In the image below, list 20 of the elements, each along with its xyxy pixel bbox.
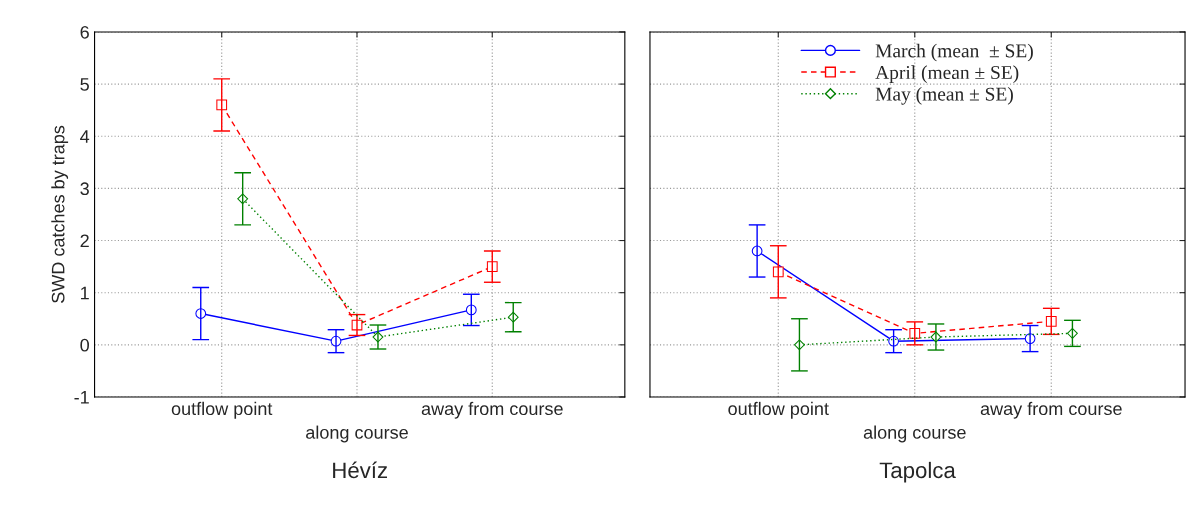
- x-tick-label: along course: [863, 425, 966, 443]
- x-axis-title: Hévíz: [333, 461, 387, 479]
- y-tick-label: 2: [80, 234, 89, 248]
- y-tick-label: 4: [80, 130, 90, 143]
- x-tick-label: outflow point: [171, 401, 273, 419]
- y-tick-label: -1: [74, 391, 89, 404]
- y-tick-label: 0: [80, 338, 89, 352]
- x-tick-label: along course: [306, 425, 408, 443]
- legend-label: March (mean ± SE): [875, 43, 1033, 62]
- y-tick-label: 1: [81, 286, 89, 300]
- legend-label: April (mean ± SE): [875, 65, 1019, 83]
- x-tick-label: away from course: [980, 401, 1122, 419]
- x-tick-label: outflow point: [728, 401, 829, 419]
- y-axis-title: SWD catches by traps: [51, 125, 69, 303]
- y-tick-label: 6: [80, 25, 89, 39]
- y-tick-label: 5: [80, 78, 89, 91]
- legend-label: May (mean ± SE): [875, 87, 1013, 105]
- x-tick-label: away from course: [421, 401, 563, 419]
- y-tick-label: 3: [80, 182, 89, 196]
- x-axis-title: Tapolca: [879, 461, 956, 483]
